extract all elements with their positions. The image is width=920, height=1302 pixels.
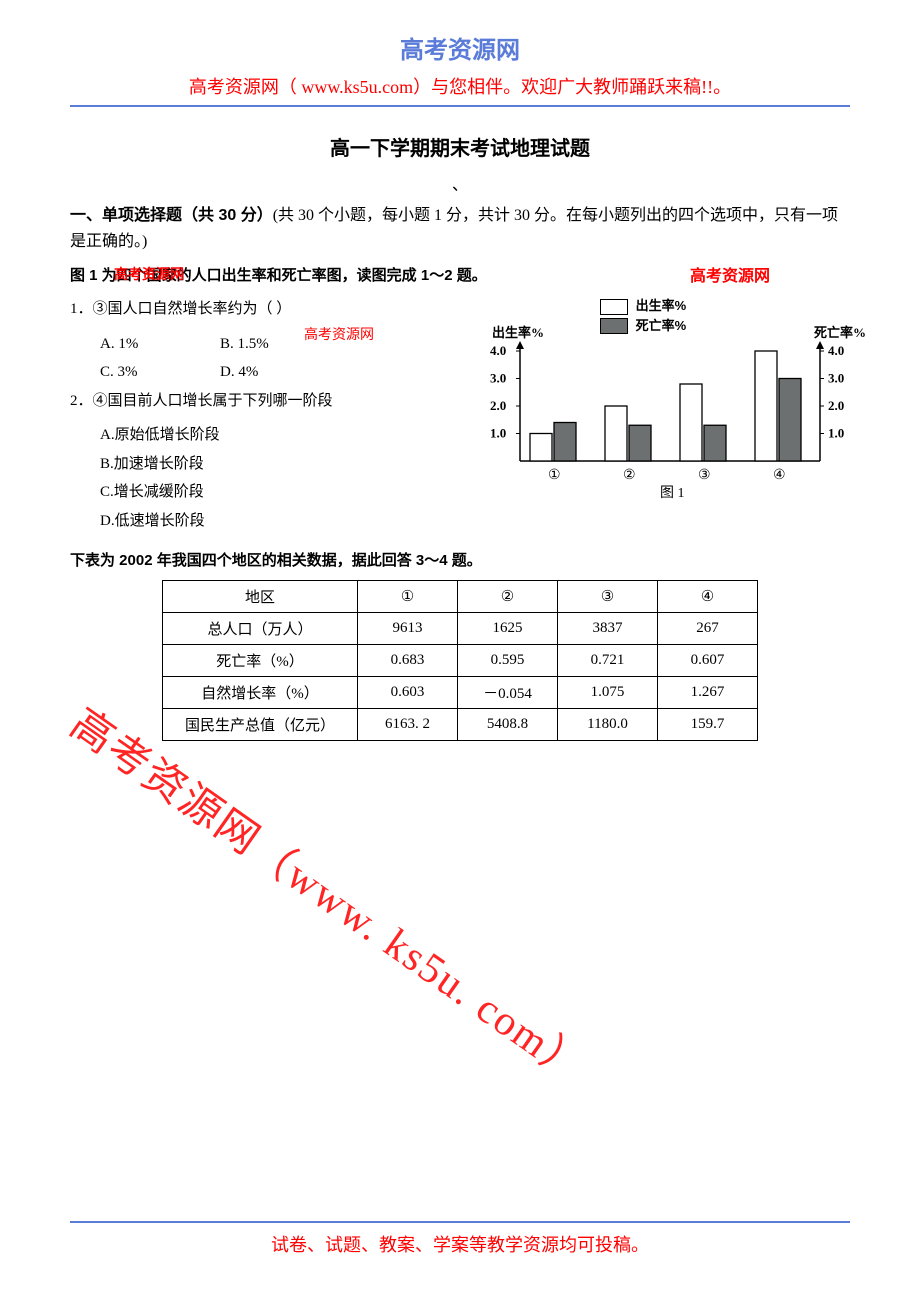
table-cell: 1.075 [558,677,658,709]
site-header-subtitle: 高考资源网（ www.ks5u.com）与您相伴。欢迎广大教师踊跃来稿!!。 [70,73,850,107]
table-cell: －0.054 [458,677,558,709]
option-2c: C.增长减缓阶段 [70,478,450,507]
table-cell: 5408.8 [458,709,558,741]
svg-text:死亡率%: 死亡率% [814,325,866,340]
svg-text:2.0: 2.0 [828,398,844,413]
svg-text:4.0: 4.0 [828,343,844,358]
svg-text:图 1: 图 1 [660,486,685,501]
table-row: 总人口（万人）961316253837267 [163,613,758,645]
table-cell: 267 [658,613,758,645]
site-header-title: 高考资源网 [70,30,850,65]
option-2b: B.加速增长阶段 [70,450,450,479]
table-cell: 地区 [163,581,358,613]
table-cell: 1180.0 [558,709,658,741]
option-2a: A.原始低增长阶段 [70,421,450,450]
exam-title: 高一下学期期末考试地理试题 [70,132,850,161]
table-cell: ② [458,581,558,613]
question-1-options-row1: A. 1%B. 1.5% [70,330,450,359]
table-row: 自然增长率（%）0.603－0.0541.0751.267 [163,677,758,709]
subtitle-suffix: ）与您相伴。欢迎广大教师踊跃来稿!!。 [413,77,731,97]
svg-text:②: ② [623,468,636,483]
question-1-options-row2: C. 3%D. 4% [70,358,450,387]
table-cell: 总人口（万人） [163,613,358,645]
content-row: 1．③国人口自然增长率约为（ ） 高考资源网 A. 1%B. 1.5% C. 3… [70,295,850,535]
table-intro: 下表为 2002 年我国四个地区的相关数据，据此回答 3～4 题。 [70,549,850,570]
table-cell: ③ [558,581,658,613]
option-1a: A. 1% [100,330,220,359]
svg-text:1.0: 1.0 [828,426,844,441]
figure-1-intro: 高考资源网 图 1 为四个国家的人口出生率和死亡率图，读图完成 1～2 题。 高… [70,264,850,285]
legend-birth-label: 出生率% [636,298,687,313]
svg-text:2.0: 2.0 [490,398,506,413]
table-cell: 国民生产总值（亿元） [163,709,358,741]
option-1d: D. 4% [220,358,340,387]
table-cell: 159.7 [658,709,758,741]
section-heading: 一、单项选择题（共 30 分） [70,207,273,224]
svg-text:3.0: 3.0 [828,371,844,386]
section-1-title: 一、单项选择题（共 30 分）(共 30 个小题，每小题 1 分，共计 30 分… [70,203,850,254]
table-cell: 0.683 [358,645,458,677]
table-row: 死亡率（%）0.6830.5950.7210.607 [163,645,758,677]
table-cell: 0.595 [458,645,558,677]
question-1: 1．③国人口自然增长率约为（ ） 高考资源网 [70,295,450,324]
question-1-text: 1．③国人口自然增长率约为（ ） [70,301,291,317]
svg-text:④: ④ [773,468,786,483]
table-cell: 9613 [358,613,458,645]
data-table: 地区①②③④总人口（万人）961316253837267死亡率（%）0.6830… [162,580,758,741]
table-row: 国民生产总值（亿元）6163. 25408.81180.0159.7 [163,709,758,741]
svg-text:③: ③ [698,468,711,483]
table-cell: 3837 [558,613,658,645]
legend-birth-row: 出生率% [600,295,686,315]
table-cell: 1.267 [658,677,758,709]
table-cell: 0.607 [658,645,758,677]
table-cell: 死亡率（%） [163,645,358,677]
table-row: 地区①②③④ [163,581,758,613]
option-1c: C. 3% [100,358,220,387]
site-url: www.ks5u.com [301,77,413,97]
accent-mark: 、 [70,171,850,195]
legend-box-birth [600,299,628,315]
table-cell: 0.603 [358,677,458,709]
table-cell: 自然增长率（%） [163,677,358,709]
svg-text:4.0: 4.0 [490,343,506,358]
table-cell: 1625 [458,613,558,645]
subtitle-prefix: 高考资源网（ [189,77,302,97]
large-watermark: 高考资源网（www. ks5u. com） [60,691,601,1095]
table-cell: ① [358,581,458,613]
option-2d: D.低速增长阶段 [70,507,450,536]
question-2: 2．④国目前人口增长属于下列哪一阶段 [70,387,450,416]
chart-column: 出生率% 死亡率% 出生率% 死亡率% 4.0 4.0 3.0 3.0 2.0 2.0 1.0 1… [470,295,900,535]
svg-text:出生率%: 出生率% [492,325,544,340]
questions-column: 1．③国人口自然增长率约为（ ） 高考资源网 A. 1%B. 1.5% C. 3… [70,295,450,535]
bar-chart: 出生率% 死亡率% 出生率%死亡率%4.04.03.03.02.02.01.01… [470,295,900,505]
page-footer: 试卷、试题、教案、学案等教学资源均可投稿。 [70,1221,850,1257]
table-cell: 0.721 [558,645,658,677]
svg-text:①: ① [548,468,561,483]
page-container: 高考资源网 高考资源网（ www.ks5u.com）与您相伴。欢迎广大教师踊跃来… [0,0,920,1297]
table-cell: 6163. 2 [358,709,458,741]
watermark-icon: 高考资源网 [690,262,770,286]
watermark-icon: 高考资源网 [114,264,184,284]
svg-text:1.0: 1.0 [490,426,506,441]
chart-svg: 出生率% 死亡率% 4.0 4.0 3.0 3.0 2.0 2.0 1.0 1.0 ① ② ③ ④ 图 1 [470,321,890,511]
watermark-icon: 高考资源网 [304,323,374,350]
table-cell: ④ [658,581,758,613]
svg-text:3.0: 3.0 [490,371,506,386]
